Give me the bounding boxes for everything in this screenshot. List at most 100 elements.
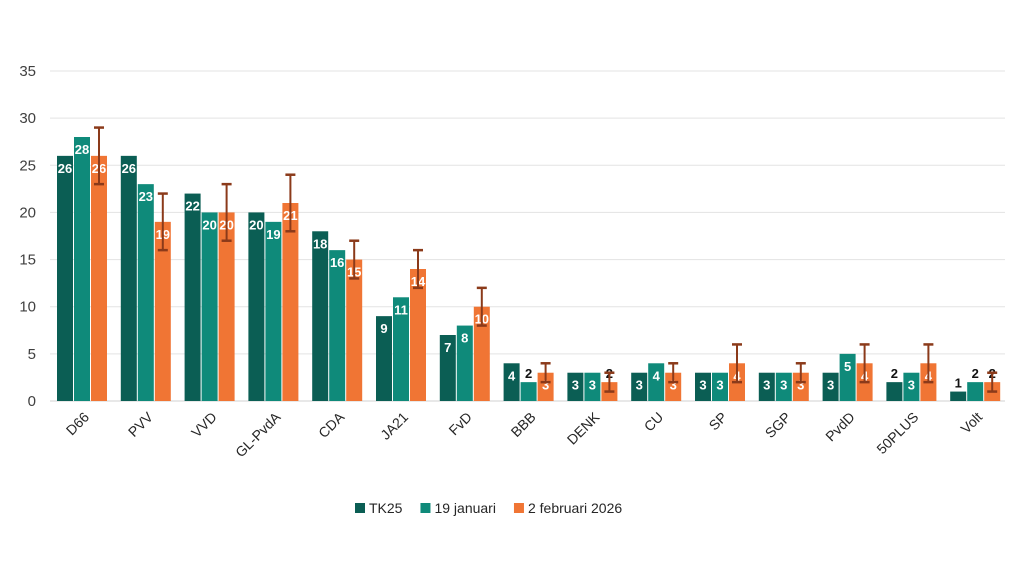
bar-tk25 <box>439 335 456 401</box>
bar-tk25 <box>503 363 520 401</box>
legend-swatch <box>513 503 524 513</box>
data-label: 3 <box>542 378 549 393</box>
data-label: 3 <box>827 378 834 393</box>
data-label: 4 <box>653 368 661 383</box>
bar-tk25 <box>631 372 648 401</box>
category-label: Volt <box>957 409 985 437</box>
bar-19-januari <box>137 184 154 401</box>
category-label: D66 <box>63 409 93 439</box>
bar-19-januari <box>329 250 346 401</box>
bar-tk25 <box>950 391 967 401</box>
data-label: 7 <box>444 340 451 355</box>
bar-tk25 <box>822 372 839 401</box>
legend-swatch <box>355 503 365 513</box>
y-tick-label: 35 <box>19 63 36 80</box>
data-label: 3 <box>780 378 787 393</box>
bar-19-januari <box>967 382 984 401</box>
data-label: 2 <box>891 366 898 381</box>
bar-tk25 <box>184 193 201 401</box>
data-label: 23 <box>139 189 153 204</box>
y-tick-label: 15 <box>19 252 36 269</box>
data-label: 3 <box>763 378 770 393</box>
data-label: 3 <box>699 378 706 393</box>
data-label: 26 <box>122 161 136 176</box>
bar-tk25 <box>695 372 711 401</box>
data-label: 4 <box>508 368 516 383</box>
category-label: BBB <box>508 409 539 440</box>
data-label: 20 <box>202 217 216 232</box>
bar-19-januari <box>456 325 473 401</box>
y-tick-label: 10 <box>19 299 36 316</box>
data-label: 2 <box>525 366 532 381</box>
bar-tk25 <box>312 231 329 401</box>
data-label: 16 <box>330 255 344 270</box>
bar-19-januari <box>201 212 218 401</box>
bar-2-februari-2026 <box>346 259 363 401</box>
data-label: 3 <box>636 378 643 393</box>
bar-2-februari-2026 <box>537 372 554 401</box>
data-label: 22 <box>185 199 199 214</box>
y-tick-label: 20 <box>19 204 36 221</box>
data-label: 20 <box>249 217 263 232</box>
data-label: 3 <box>589 378 596 393</box>
category-label: JA21 <box>377 409 411 443</box>
bar-19-januari <box>520 382 537 401</box>
category-label: CU <box>641 409 667 435</box>
category-label: DENK <box>564 408 603 447</box>
bar-19-januari <box>903 372 920 401</box>
bar-tk25 <box>886 382 903 401</box>
y-tick-label: 25 <box>19 157 36 174</box>
y-tick-label: 0 <box>28 393 36 410</box>
category-label: GL-PvdA <box>232 408 284 460</box>
y-tick-label: 5 <box>28 346 36 363</box>
legend-label: 2 februari 2026 <box>528 500 622 516</box>
bar-2-februari-2026 <box>410 269 426 401</box>
legend-label: 19 januari <box>434 500 496 516</box>
data-label: 3 <box>572 378 579 393</box>
category-label: FvD <box>445 409 474 438</box>
bar-tk25 <box>248 212 265 401</box>
category-label: CDA <box>315 408 348 441</box>
bar-19-januari <box>775 372 792 401</box>
bar-tk25 <box>376 316 392 401</box>
bar-19-januari <box>648 363 665 401</box>
category-label: SP <box>706 409 731 434</box>
bar-tk25 <box>120 155 137 401</box>
data-label: 3 <box>716 378 723 393</box>
bar-19-januari <box>393 297 409 401</box>
legend-swatch <box>420 503 431 513</box>
data-label: 5 <box>844 359 851 374</box>
data-label: 8 <box>461 331 468 346</box>
bar-2-februari-2026 <box>665 372 682 401</box>
bar-19-januari <box>265 221 282 401</box>
category-label: 50PLUS <box>873 409 921 457</box>
category-label: SGP <box>762 409 794 441</box>
category-label: PvdD <box>822 409 858 445</box>
data-label: 26 <box>58 161 72 176</box>
bar-tk25 <box>567 372 584 401</box>
bar-2-februari-2026 <box>473 306 490 401</box>
bar-19-januari <box>74 137 90 401</box>
bar-2-februari-2026 <box>154 221 171 401</box>
bar-tk25 <box>57 155 73 401</box>
bar-19-januari <box>839 353 856 401</box>
data-label: 9 <box>380 321 387 336</box>
bar-tk25 <box>758 372 775 401</box>
bar-2-februari-2026 <box>792 372 809 401</box>
data-label: 11 <box>394 302 408 317</box>
data-label: 2 <box>972 366 979 381</box>
data-label: 1 <box>955 376 962 391</box>
data-label: 3 <box>797 378 804 393</box>
data-label: 18 <box>313 236 327 251</box>
data-label: 3 <box>670 378 677 393</box>
category-label: VVD <box>188 409 220 441</box>
bar-19-januari <box>584 372 601 401</box>
bar-19-januari <box>712 372 728 401</box>
bar-2-februari-2026 <box>282 203 299 401</box>
category-label: PVV <box>125 408 157 440</box>
y-tick-label: 30 <box>19 110 36 127</box>
bar-2-februari-2026 <box>218 212 235 401</box>
legend-label: TK25 <box>369 500 403 516</box>
data-label: 19 <box>266 227 280 242</box>
